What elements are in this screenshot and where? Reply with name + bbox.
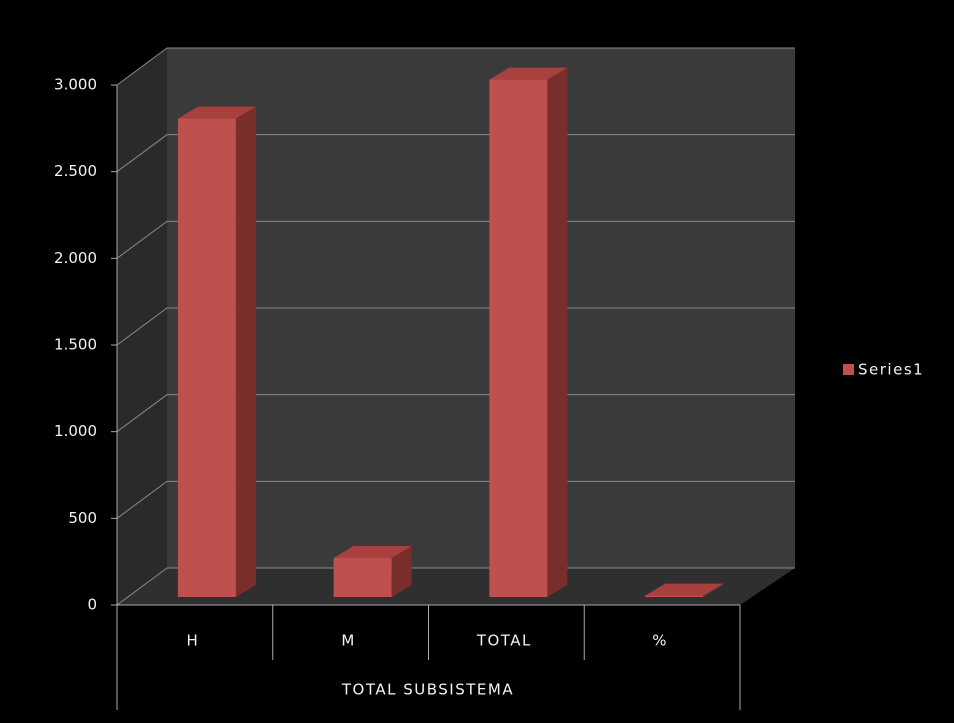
group-label: TOTAL SUBSISTEMA — [341, 681, 514, 699]
bar-top — [333, 546, 412, 558]
x-tick-label: H — [186, 632, 199, 650]
grid-line — [116, 220, 795, 259]
bar-top — [645, 583, 724, 596]
bar-side — [391, 546, 412, 597]
y-tick-label: 1.500 — [54, 336, 97, 354]
bar-side — [547, 67, 568, 598]
floor — [117, 568, 795, 605]
bar — [645, 595, 704, 597]
grid-line — [116, 480, 795, 519]
y-tick-label: 2.500 — [54, 162, 97, 180]
bar-side — [703, 583, 724, 597]
grid-line — [116, 47, 795, 86]
bar-top — [489, 67, 568, 80]
legend-label: Series1 — [858, 361, 924, 379]
x-tick-label: TOTAL — [476, 632, 532, 650]
grid-line — [116, 307, 795, 346]
bar-side — [235, 106, 256, 597]
x-tick-label: % — [652, 632, 668, 650]
y-tick-label: 3.000 — [54, 76, 97, 94]
bar — [333, 558, 392, 597]
grid-line — [116, 394, 795, 433]
bar — [177, 118, 236, 597]
grid-line — [116, 567, 795, 606]
y-tick-label: 1.000 — [54, 422, 97, 440]
y-tick-label: 500 — [68, 509, 97, 527]
legend-swatch — [843, 364, 854, 375]
bar-top — [177, 106, 256, 119]
y-tick-label: 0 — [87, 596, 97, 614]
bar — [489, 79, 548, 598]
grid-line — [116, 134, 795, 173]
x-tick-label: M — [341, 632, 355, 650]
y-tick-label: 2.000 — [54, 249, 97, 267]
